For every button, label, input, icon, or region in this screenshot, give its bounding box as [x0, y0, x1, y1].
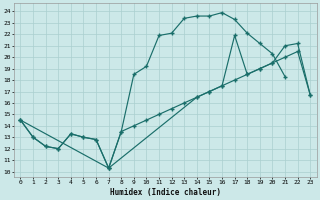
X-axis label: Humidex (Indice chaleur): Humidex (Indice chaleur)	[110, 188, 221, 197]
